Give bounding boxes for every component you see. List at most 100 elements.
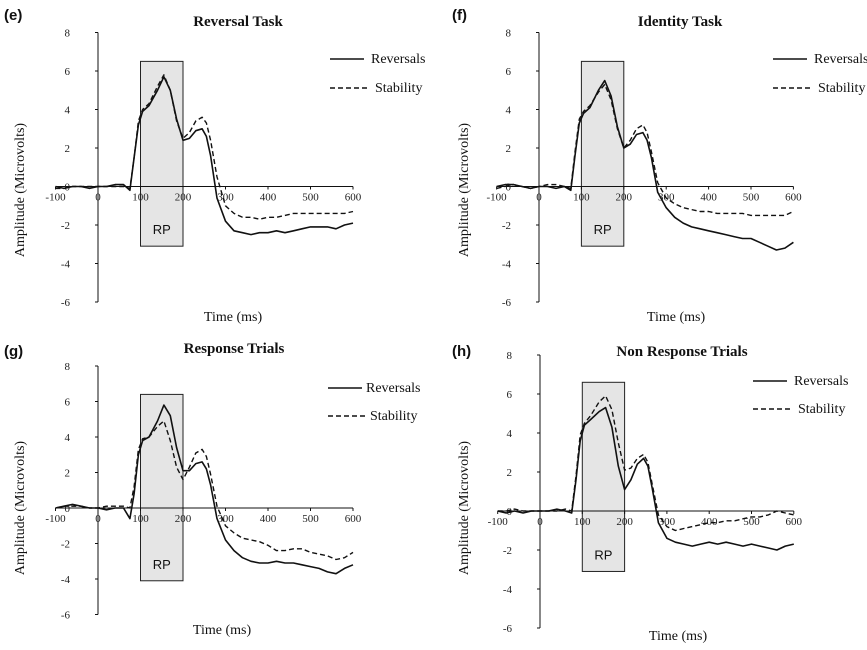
y-tick-label: -2	[503, 545, 512, 557]
x-tick-label: -100	[45, 513, 66, 525]
rp-label: RP	[153, 222, 171, 237]
y-tick-label: -2	[502, 220, 511, 232]
chart-title: Non Response Trials	[616, 344, 747, 360]
panel-label: (f)	[452, 7, 467, 24]
y-tick-label: 8	[65, 361, 71, 373]
x-tick-label: 100	[132, 513, 149, 525]
series-line-reversals	[55, 404, 354, 575]
y-tick-label: 6	[507, 389, 513, 401]
x-tick-label: 400	[260, 513, 277, 525]
rp-shaded-region	[140, 393, 184, 582]
x-tick-label: 100	[574, 516, 591, 528]
x-tick-label: 300	[659, 516, 676, 528]
x-axis-label: Time (ms)	[193, 623, 252, 638]
x-axis-label: Time (ms)	[649, 629, 708, 644]
x-tick-label: 500	[302, 513, 319, 525]
chart-title: Reversal Task	[193, 14, 283, 30]
x-axis-label: Time (ms)	[647, 310, 706, 325]
legend-label-stability: Stability	[818, 81, 865, 96]
y-tick-label: 0	[65, 503, 71, 515]
y-tick-label: 0	[506, 182, 512, 194]
x-tick-label: 400	[701, 516, 718, 528]
y-tick-label: 6	[65, 397, 71, 409]
series-line-reversals	[55, 76, 354, 236]
y-tick-label: -4	[503, 584, 513, 596]
y-tick-label: 6	[506, 66, 512, 78]
y-tick-label: 4	[65, 105, 71, 117]
legend-label-reversals: Reversals	[814, 52, 867, 67]
x-tick-label: 400	[700, 192, 717, 204]
y-tick-label: 6	[65, 66, 71, 78]
series-line-stability	[55, 420, 354, 561]
x-tick-label: 600	[786, 516, 803, 528]
y-tick-label: 4	[65, 432, 71, 444]
chart-title: Identity Task	[638, 14, 723, 30]
series-line-stability	[497, 395, 794, 532]
y-tick-label: -6	[61, 610, 71, 622]
x-tick-label: 500	[743, 192, 760, 204]
y-axis-label: Amplitude (Microvolts)	[457, 441, 472, 575]
panel-label: (h)	[452, 343, 471, 360]
y-tick-label: -4	[61, 574, 71, 586]
chart-panel: RP-100 0 100 200 300 400 500 60086420-2-4-6Iden…	[452, 7, 867, 325]
series-line-reversals	[497, 406, 794, 551]
rp-shaded-region	[140, 60, 184, 247]
rp-label: RP	[153, 557, 171, 572]
y-tick-label: -2	[61, 220, 70, 232]
x-axis-label: Time (ms)	[204, 310, 263, 325]
x-tick-label: 300	[217, 513, 234, 525]
y-tick-label: 8	[506, 28, 512, 40]
chart-title: Response Trials	[184, 341, 285, 357]
y-axis-label: Amplitude (Microvolts)	[13, 441, 28, 575]
y-axis-label: Amplitude (Microvolts)	[13, 123, 28, 257]
chart-panel: RP-100 0 100 200 300 400 500 60086420-2-4-6Non …	[452, 343, 848, 644]
y-tick-label: 2	[507, 467, 513, 479]
legend-label-stability: Stability	[375, 81, 422, 96]
y-tick-label: -6	[503, 623, 513, 635]
y-tick-label: 8	[65, 28, 71, 40]
x-tick-label: 200	[616, 516, 633, 528]
x-tick-label: -100	[488, 516, 509, 528]
legend-label-stability: Stability	[370, 409, 417, 424]
y-tick-label: -4	[61, 259, 71, 271]
rp-label: RP	[594, 547, 612, 562]
x-tick-label: 200	[616, 192, 633, 204]
x-tick-label: -100	[45, 192, 66, 204]
x-tick-label: 600	[345, 513, 362, 525]
y-tick-label: 4	[507, 428, 513, 440]
legend-label-stability: Stability	[798, 402, 845, 417]
rp-label: RP	[594, 222, 612, 237]
chart-panel: RP-100 0 100 200 300 400 500 60086420-2-4-6Resp…	[4, 341, 420, 638]
y-tick-label: 8	[507, 350, 513, 362]
x-tick-label: 300	[217, 192, 234, 204]
x-tick-label: 0	[95, 192, 101, 204]
y-tick-label: -6	[61, 297, 71, 309]
x-tick-label: 600	[785, 192, 802, 204]
chart-panel: RP-100 0 100 200 300 400 500 60086420-2-4-6Reve…	[4, 7, 425, 325]
series-line-stability	[496, 83, 794, 217]
y-tick-label: 4	[506, 105, 512, 117]
x-tick-label: 200	[175, 513, 192, 525]
rp-shaded-region	[581, 381, 626, 572]
x-tick-label: 0	[536, 192, 542, 204]
legend-label-reversals: Reversals	[366, 381, 420, 396]
x-tick-label: 0	[537, 516, 543, 528]
x-tick-label: 0	[95, 513, 101, 525]
series-line-reversals	[496, 79, 794, 251]
y-tick-label: 2	[65, 143, 71, 155]
rp-shaded-region	[580, 60, 625, 247]
x-tick-label: 600	[345, 192, 362, 204]
x-tick-label: 500	[302, 192, 319, 204]
x-tick-label: 500	[743, 516, 760, 528]
panel-label: (g)	[4, 343, 23, 360]
legend-label-reversals: Reversals	[794, 374, 848, 389]
panel-label: (e)	[4, 7, 22, 24]
series-line-stability	[55, 74, 354, 220]
y-tick-label: 2	[65, 468, 71, 480]
y-axis-label: Amplitude (Microvolts)	[457, 123, 472, 257]
x-tick-label: 400	[260, 192, 277, 204]
x-tick-label: -100	[487, 192, 508, 204]
x-tick-label: 100	[573, 192, 590, 204]
y-tick-label: -6	[502, 297, 512, 309]
